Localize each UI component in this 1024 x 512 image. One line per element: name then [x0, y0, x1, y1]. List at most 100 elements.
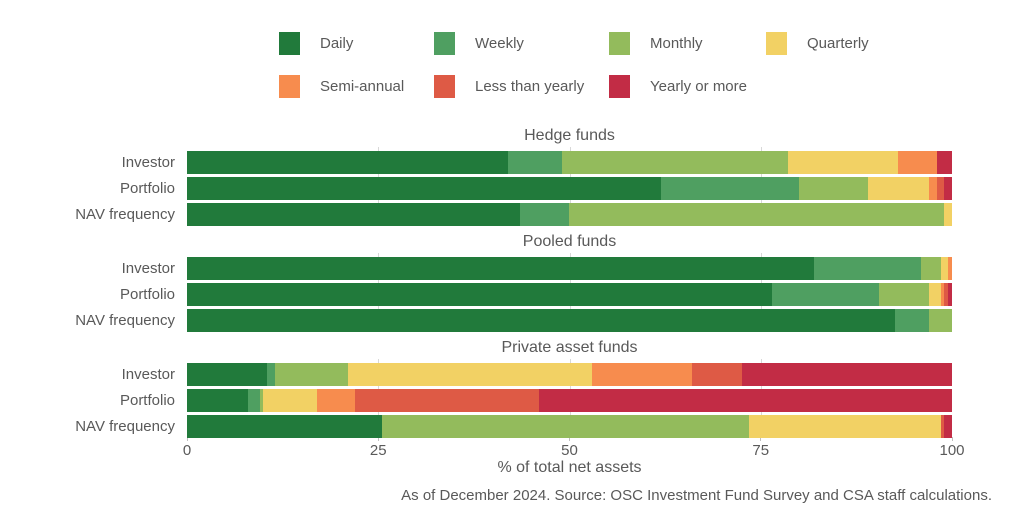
panel-pooled-funds: Pooled funds Investor Portfolio NAV frequen… — [75, 231, 952, 332]
bar-segment-less-than-yearly — [944, 283, 949, 306]
legend-label-yearly-or-more: Yearly or more — [650, 77, 747, 95]
x-tick-label-50: 50 — [561, 442, 578, 459]
x-tick-0 — [186, 437, 188, 441]
bar-segment-quarterly — [347, 363, 593, 386]
legend-row-1: Daily Weekly Monthly Quarterly — [279, 31, 869, 55]
bar-segment-semi-annual — [940, 283, 945, 306]
panel-rows: Investor Portfolio NAV frequency — [75, 253, 952, 332]
bar-track — [187, 363, 952, 386]
bar-track — [187, 283, 952, 306]
bar-segment-quarterly — [867, 177, 930, 200]
bar-segment-yearly-or-more — [936, 151, 952, 174]
bar-segment-yearly-or-more — [538, 389, 952, 412]
legend-swatch-yearly-or-more — [609, 74, 630, 98]
bar-segment-yearly-or-more — [944, 415, 952, 438]
bar-track — [187, 151, 952, 174]
bar-segment-quarterly — [787, 151, 899, 174]
legend-item-quarterly: Quarterly — [766, 31, 869, 55]
bar-label-nav-frequency: NAV frequency — [75, 206, 175, 223]
bar-segment-semi-annual — [929, 177, 937, 200]
bar-segment-daily — [187, 283, 773, 306]
panel-title-hedge-funds: Hedge funds — [524, 127, 615, 144]
bar-segment-less-than-yearly — [691, 363, 742, 386]
bar-segment-monthly — [921, 257, 941, 280]
bar-row-portfolio: Portfolio — [120, 177, 952, 200]
bar-segment-quarterly — [929, 283, 941, 306]
bar-segment-daily — [187, 309, 895, 332]
x-tick-label-100: 100 — [939, 442, 965, 459]
legend-swatch-weekly — [434, 31, 455, 55]
bar-segment-weekly — [508, 151, 562, 174]
legend-row-2: Semi-annual Less than yearly Yearly or mor… — [279, 74, 869, 98]
bar-segment-daily — [187, 203, 520, 226]
bar-segment-monthly — [382, 415, 750, 438]
legend-item-less-than-yearly: Less than yearly — [434, 74, 609, 98]
panel-private-asset-funds: Private asset funds Investor Portfolio NAV … — [75, 337, 952, 438]
legend-swatch-daily — [279, 31, 300, 55]
bar-row-portfolio: Portfolio — [120, 283, 952, 306]
bar-track — [187, 415, 952, 438]
bar-track — [187, 203, 952, 226]
bar-segment-monthly — [259, 389, 264, 412]
bar-row-investor: Investor — [122, 257, 952, 280]
legend-label-daily: Daily — [320, 34, 354, 52]
legend-label-semi-annual: Semi-annual — [320, 77, 405, 95]
bar-segment-less-than-yearly — [940, 415, 945, 438]
bar-segment-daily — [187, 389, 249, 412]
bar-segment-quarterly — [944, 203, 952, 226]
legend-item-semi-annual: Semi-annual — [279, 74, 434, 98]
bar-segment-daily — [187, 363, 268, 386]
legend-swatch-semi-annual — [279, 74, 300, 98]
x-tick-50 — [569, 437, 570, 441]
legend-swatch-quarterly — [766, 31, 787, 55]
bar-segment-weekly — [248, 389, 260, 412]
bar-track — [187, 257, 952, 280]
bar-segment-monthly — [561, 151, 788, 174]
bar-label-nav-frequency: NAV frequency — [75, 312, 175, 329]
x-axis-label: % of total net assets — [497, 459, 642, 476]
panel-title-pooled-funds: Pooled funds — [522, 233, 617, 250]
bar-segment-weekly — [661, 177, 799, 200]
legend-swatch-monthly — [609, 31, 630, 55]
bar-segment-monthly — [274, 363, 348, 386]
bar-segment-monthly — [929, 309, 952, 332]
bar-track — [187, 309, 952, 332]
legend-swatch-less-than-yearly — [434, 74, 455, 98]
bar-segment-weekly — [814, 257, 922, 280]
bar-segment-weekly — [519, 203, 570, 226]
bar-label-investor: Investor — [121, 154, 175, 171]
panel-rows: Investor Portfolio NAV frequency — [75, 147, 952, 226]
bar-segment-quarterly — [749, 415, 941, 438]
bar-segment-semi-annual — [592, 363, 692, 386]
bar-segment-yearly-or-more — [741, 363, 952, 386]
x-tick-label-0: 0 — [182, 442, 192, 459]
panel-rows: Investor Portfolio NAV frequency — [75, 359, 952, 438]
x-axis — [186, 437, 953, 442]
chart-legend: Daily Weekly Monthly Quarterly Semi-annual Le… — [279, 31, 869, 117]
bar-segment-less-than-yearly — [355, 389, 539, 412]
source-footnote: As of December 2024. Source: OSC Investm… — [401, 487, 992, 504]
x-axis-tick-labels: 0 25 50 75 100 — [183, 442, 965, 459]
x-tick-75 — [760, 437, 762, 441]
bar-row-nav-frequency: NAV frequency — [75, 309, 952, 332]
bar-segment-semi-annual — [898, 151, 937, 174]
panel-hedge-funds: Hedge funds Investor Portfolio NAV frequenc… — [75, 125, 952, 226]
bar-segment-weekly — [894, 309, 930, 332]
legend-label-monthly: Monthly — [650, 34, 703, 52]
bar-segment-semi-annual — [317, 389, 356, 412]
chart-panels: Hedge funds Investor Portfolio NAV frequenc… — [75, 125, 952, 443]
legend-label-less-than-yearly: Less than yearly — [475, 77, 585, 95]
legend-label-quarterly: Quarterly — [807, 34, 869, 52]
bar-segment-weekly — [772, 283, 880, 306]
bar-segment-yearly-or-more — [944, 177, 952, 200]
bar-segment-yearly-or-more — [948, 283, 952, 306]
bar-label-portfolio: Portfolio — [119, 286, 175, 303]
bar-segment-daily — [187, 415, 383, 438]
panel-title-private-asset-funds: Private asset funds — [501, 339, 638, 356]
bar-segment-quarterly — [940, 257, 949, 280]
bar-track — [187, 389, 952, 412]
x-tick-25 — [377, 437, 379, 441]
bar-segment-semi-annual — [948, 257, 952, 280]
bar-label-nav-frequency: NAV frequency — [75, 418, 175, 435]
bar-row-investor: Investor — [122, 151, 952, 174]
